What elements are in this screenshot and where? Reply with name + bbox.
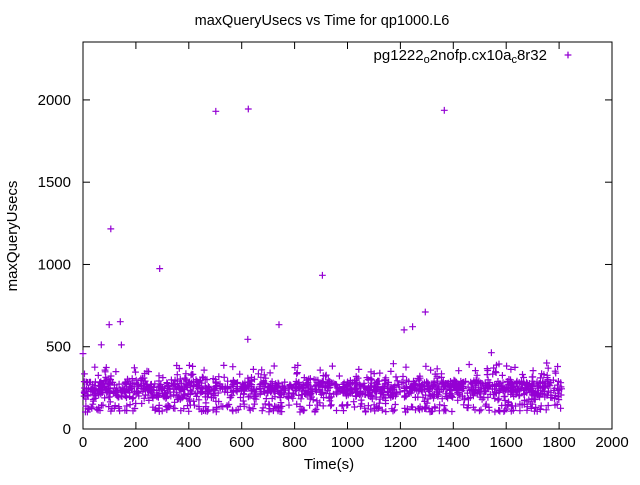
legend-label: pg1222o2nofp.cx10ac8r32 — [374, 47, 547, 66]
x-tick-label: 1600 — [490, 434, 523, 451]
x-axis-label: Time(s) — [304, 456, 354, 473]
chart-title: maxQueryUsecs vs Time for qp1000.L6 — [195, 13, 450, 29]
y-tick-label: 500 — [46, 339, 71, 356]
x-tick-label: 200 — [123, 434, 148, 451]
x-tick-label: 0 — [79, 434, 87, 451]
scatter-points — [79, 105, 565, 416]
y-axis-label: maxQueryUsecs — [4, 181, 21, 292]
x-tick-label: 1000 — [331, 434, 364, 451]
x-tick-label: 600 — [229, 434, 254, 451]
x-tick-label: 400 — [176, 434, 201, 451]
legend: pg1222o2nofp.cx10ac8r32 — [374, 47, 572, 66]
y-tick-label: 2000 — [38, 92, 71, 109]
x-ticks: 0 200 400 600 800 1000 1200 1400 1600 1800 2000 — [79, 42, 629, 451]
x-tick-label: 1400 — [437, 434, 470, 451]
legend-marker-plus-icon — [564, 51, 572, 59]
y-tick-label: 1500 — [38, 174, 71, 191]
y-tick-label: 0 — [63, 421, 71, 438]
x-tick-label: 800 — [282, 434, 307, 451]
x-tick-label: 2000 — [595, 434, 628, 451]
data-points — [79, 105, 565, 416]
y-tick-label: 1000 — [38, 256, 71, 273]
x-tick-label: 1200 — [384, 434, 417, 451]
y-ticks: 0 500 1000 1500 2000 — [38, 92, 612, 438]
x-tick-label: 1800 — [542, 434, 575, 451]
